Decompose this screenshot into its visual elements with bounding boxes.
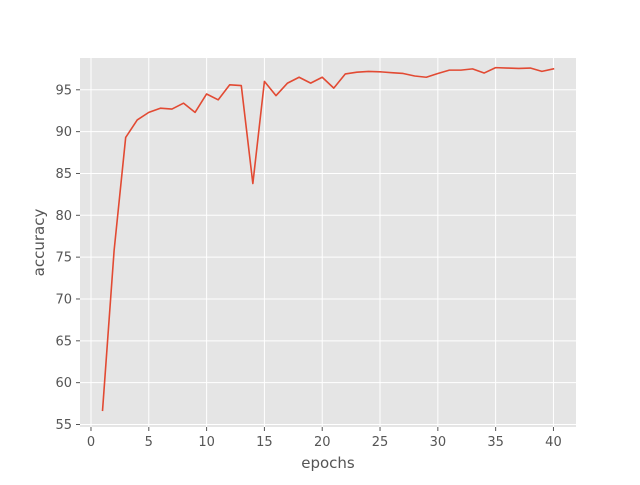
series-line: [101, 66, 555, 412]
y-tick-label: 85: [55, 167, 72, 182]
y-tick-label: 90: [55, 125, 72, 140]
x-tick-label: 10: [198, 435, 215, 450]
series-layer: [101, 66, 555, 412]
y-axis-ticks: 55 60 65 70 75 80 85 90 95: [55, 83, 80, 433]
x-axis-ticks: 0 5 10 15 20 25 30 35 40: [87, 427, 562, 450]
x-tick-label: 5: [145, 435, 153, 450]
y-tick-label: 60: [55, 376, 72, 391]
x-tick-label: 25: [372, 435, 389, 450]
plot-area: [80, 58, 576, 427]
y-tick-label: 80: [55, 209, 72, 224]
x-tick-label: 20: [314, 435, 331, 450]
y-tick-label: 95: [55, 83, 72, 98]
x-tick-label: 40: [545, 435, 562, 450]
x-tick-label: 35: [487, 435, 504, 450]
x-tick-label: 30: [430, 435, 447, 450]
y-tick-label: 55: [55, 418, 72, 433]
x-tick-label: 15: [256, 435, 273, 450]
x-tick-label: 0: [87, 435, 95, 450]
y-axis-label: accuracy: [30, 209, 48, 277]
y-tick-label: 65: [55, 334, 72, 349]
grid-lines: [80, 58, 576, 427]
y-tick-label: 75: [55, 251, 72, 266]
x-axis-label: epochs: [301, 454, 355, 472]
y-tick-label: 70: [55, 292, 72, 307]
